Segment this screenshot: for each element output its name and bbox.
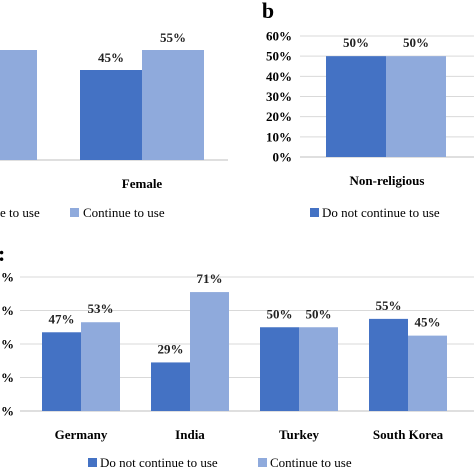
y-tick-label: % [1,303,14,318]
bar-do-not-continue-female [80,70,142,160]
category-label-india: India [175,427,205,442]
bar-continue-india [190,292,229,411]
category-label-turkey: Turkey [279,427,319,442]
data-label: 45% [98,50,124,65]
y-tick-label: 60% [266,29,292,44]
data-label: 47% [49,311,75,326]
data-label: 53% [88,301,114,316]
data-label: 29% [158,341,184,356]
panel-letter-c-cropped-text: : [0,241,5,266]
data-label: 55% [376,298,402,313]
category-label-non-religious: Non-religious [350,173,425,188]
data-label: 50% [267,306,293,321]
data-label: 45% [415,315,441,330]
bar-continue-non-religious [386,56,446,157]
y-tick-label: 20% [266,109,292,124]
y-tick-label: % [1,337,14,352]
y-tick-label: % [1,404,14,419]
data-label: 71% [197,271,223,286]
data-label: 50% [306,306,332,321]
legend-label-continue: Continue to use [83,205,165,220]
bar-do-not-continue-south-korea [369,318,408,411]
bar-continue-female [142,50,204,160]
legend-label-do-not-continue-cropped: e to use [0,205,40,220]
category-label-female: Female [122,176,163,191]
data-label: 50% [343,35,369,50]
legend-swatch-do-not-continue [310,208,319,217]
legend-swatch-do-not-continue [88,458,97,467]
bar-do-not-continue-india [151,362,190,411]
bar-do-not-continue-non-religious [326,56,386,157]
bar-continue-turkey [299,327,338,411]
legend-label-do-not-continue: Do not continue to use [322,205,440,220]
bar-continue-south-korea [408,335,447,411]
y-tick-label: 10% [266,129,292,144]
legend-label-do-not-continue: Do not continue to use [100,455,218,470]
y-tick-label: 40% [266,69,292,84]
panel-c-chart: :%%%%% 47% 53% 29% 71% 50% 50% 55% 45% Germany Ind… [0,241,474,470]
category-label-germany: Germany [55,427,108,442]
legend-swatch-continue [70,208,79,217]
y-tick-label: % [1,270,14,285]
y-tick-label: 0% [273,150,293,165]
y-tick-label: % [1,370,14,385]
bar-continue-cropped [0,50,37,160]
data-label: 55% [160,30,186,45]
y-tick-label: 30% [266,89,292,104]
category-label-south-korea: South Korea [373,427,444,442]
legend-swatch-continue [258,458,267,467]
bar-do-not-continue-turkey [260,327,299,411]
data-label: 50% [403,35,429,50]
y-tick-label: 50% [266,49,292,64]
legend-label-continue: Continue to use [270,455,352,470]
panel-letter-b: b [262,0,274,23]
bar-do-not-continue-germany [42,332,81,411]
bar-continue-germany [81,322,120,411]
panel-b-chart: b 0% 10% 20% 30% 40% 50% 60% 50% 50% Non-religious… [262,0,474,220]
